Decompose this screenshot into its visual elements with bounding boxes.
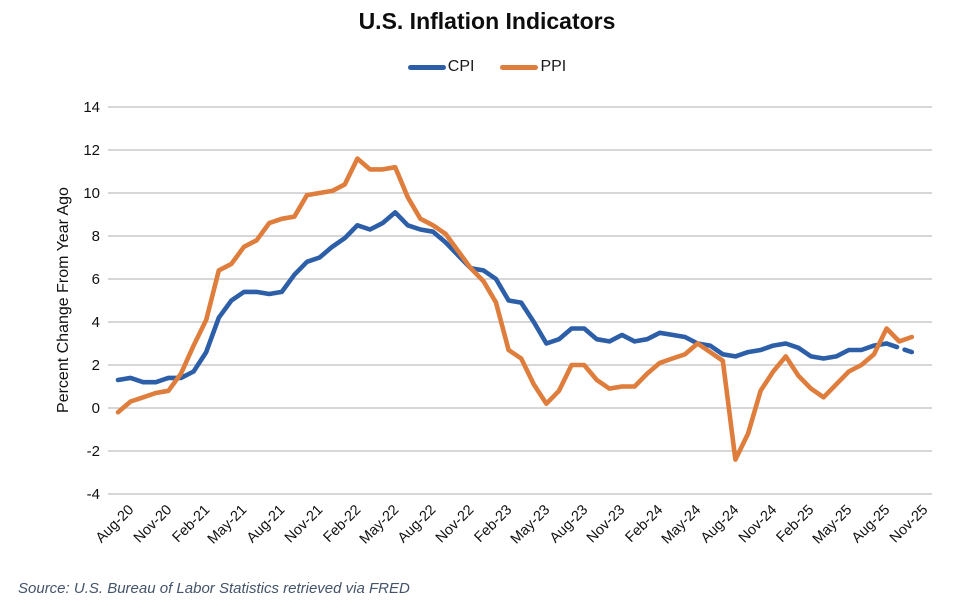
- y-tick-label: -2: [86, 443, 100, 460]
- y-tick-label: 0: [91, 400, 100, 417]
- series-lines: [115, 156, 915, 462]
- y-tick-label: 14: [83, 99, 100, 116]
- y-tick-label: 10: [83, 185, 100, 202]
- y-tick-label: 4: [91, 314, 100, 331]
- legend-item-ppi: PPI: [500, 58, 566, 76]
- y-axis-title: Percent Change From Year Ago: [55, 187, 72, 413]
- y-tick-label: 6: [91, 271, 100, 288]
- gridlines: [108, 106, 932, 495]
- legend: CPI PPI: [0, 58, 974, 76]
- cpi-line: [115, 210, 889, 385]
- ppi-line: [115, 156, 915, 462]
- legend-label: PPI: [540, 58, 567, 75]
- legend-item-cpi: CPI: [407, 58, 475, 76]
- y-tick-label: 12: [83, 142, 100, 159]
- y-tick-label: 8: [91, 228, 100, 245]
- y-tick-label: -4: [86, 486, 100, 503]
- legend-swatch-cpi: [407, 64, 446, 70]
- legend-label: CPI: [447, 58, 475, 75]
- y-tick-label: 2: [91, 357, 100, 374]
- cpi-line-dashed: [884, 341, 915, 355]
- chart-title: U.S. Inflation Indicators: [358, 8, 616, 34]
- source-note: Source: U.S. Bureau of Labor Statistics …: [18, 580, 410, 597]
- legend-swatch-ppi: [500, 64, 539, 70]
